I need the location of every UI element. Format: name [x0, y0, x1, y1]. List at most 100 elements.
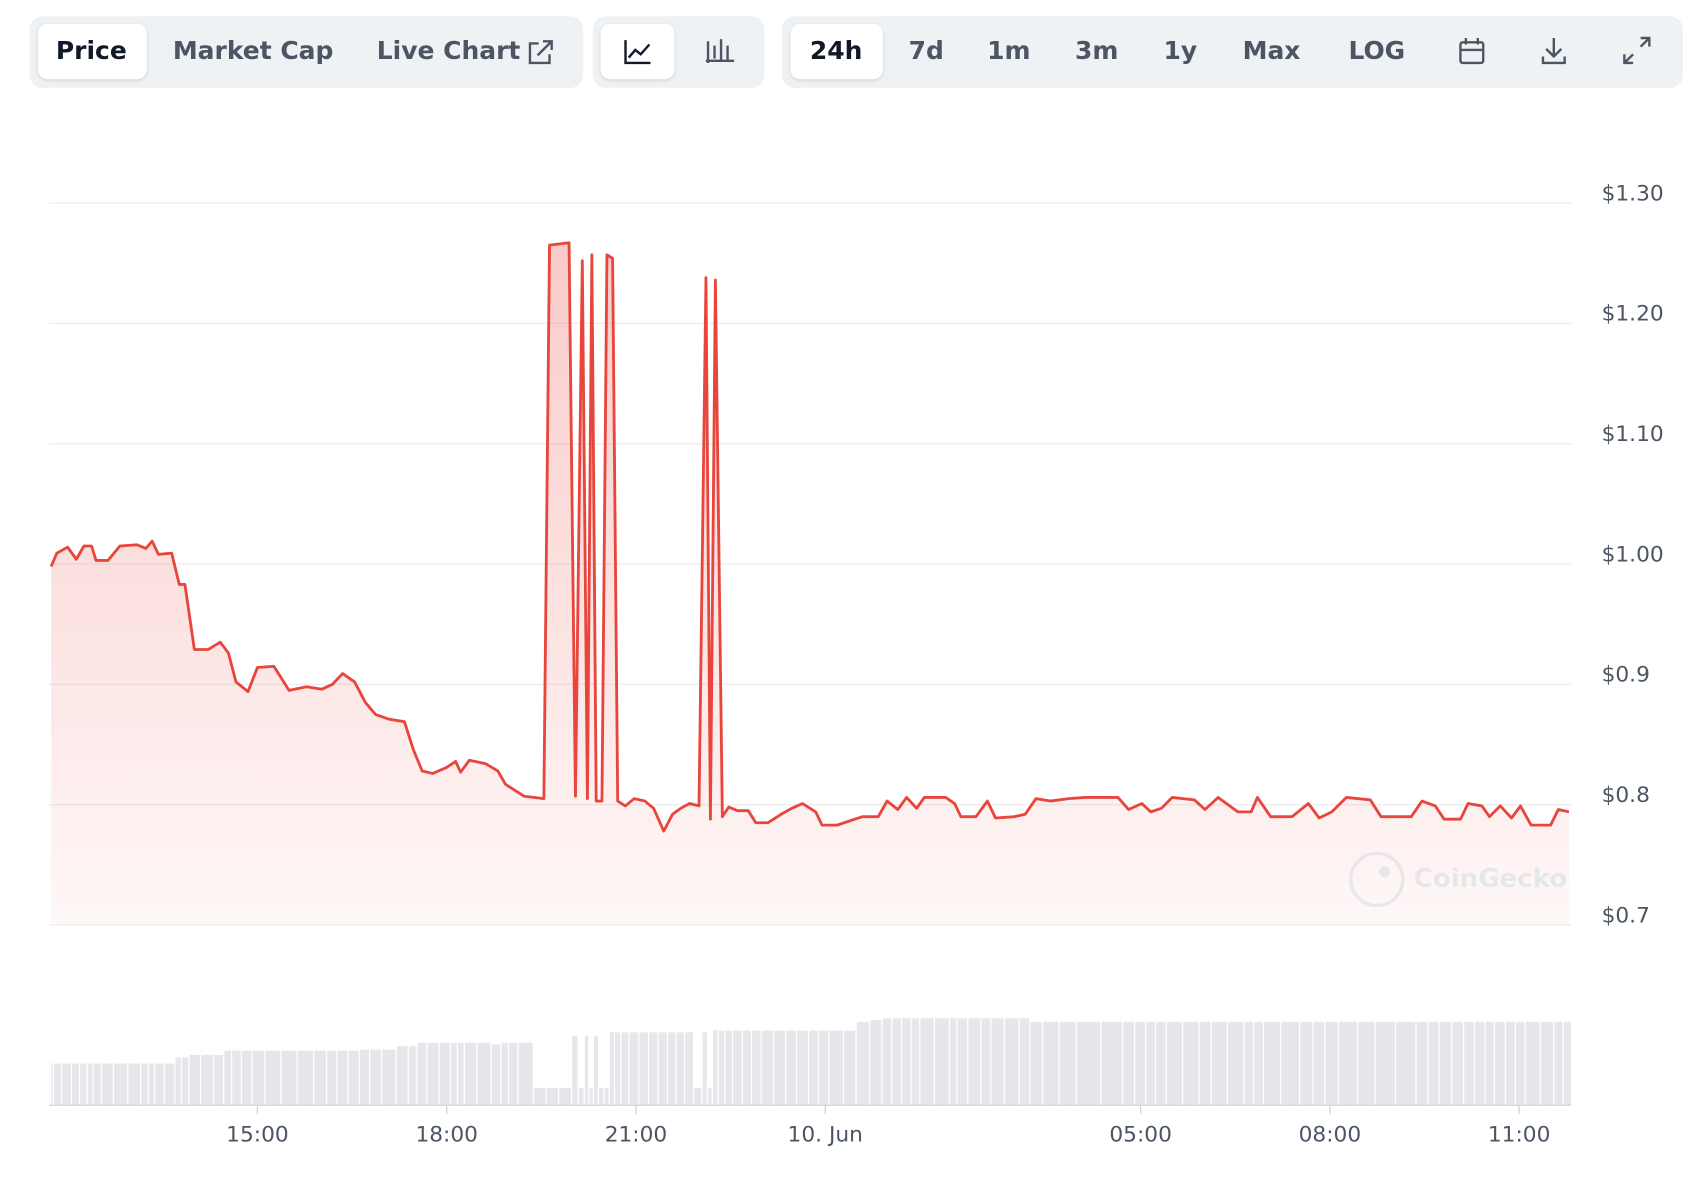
volume-bar [594, 1035, 598, 1106]
download-button[interactable] [1541, 38, 1566, 65]
volume-bar [175, 1057, 181, 1106]
volume-bar [1375, 1021, 1395, 1106]
volume-bar [62, 1063, 71, 1106]
volume-bar [1416, 1021, 1428, 1106]
active-tab [38, 23, 147, 80]
volume-bar [165, 1063, 175, 1106]
volume-bar [1076, 1021, 1101, 1106]
volume-bar [1043, 1021, 1059, 1106]
volume-bar [761, 1030, 774, 1106]
tab-button[interactable]: Live Chart [377, 36, 521, 65]
volume-bar [1505, 1021, 1515, 1106]
volume-bar [1339, 1021, 1357, 1106]
volume-bar [1156, 1021, 1166, 1106]
volume-bar [708, 1087, 712, 1106]
y-tick-label: $1.20 [1602, 302, 1664, 327]
tab-button[interactable]: Price [56, 36, 127, 65]
volume-bar [1263, 1021, 1281, 1106]
range-button[interactable]: 7d [909, 36, 944, 65]
volume-bar [818, 1030, 829, 1106]
volume-bar [1228, 1021, 1244, 1106]
volume-bar [518, 1042, 533, 1106]
range-button[interactable]: Max [1243, 36, 1301, 65]
volume-bar [1183, 1021, 1199, 1106]
volume-bar [797, 1030, 808, 1106]
range-button[interactable]: LOG [1348, 36, 1405, 65]
volume-bar [968, 1018, 981, 1106]
range-button[interactable]: 1y [1163, 36, 1197, 65]
volume-bar [113, 1063, 128, 1106]
volume-bar [509, 1042, 518, 1106]
volume-bar [920, 1018, 934, 1106]
volume-bar [1005, 1018, 1019, 1106]
volume-bar [1135, 1021, 1146, 1106]
price-area [51, 242, 1570, 926]
volume-bar [774, 1030, 786, 1106]
calendar-button[interactable] [1459, 38, 1485, 65]
fullscreen-button[interactable] [1623, 36, 1651, 65]
volume-bar [242, 1050, 252, 1106]
x-tick-label: 08:00 [1299, 1123, 1362, 1148]
volume-bar [1452, 1021, 1463, 1106]
volume-bar [694, 1087, 702, 1106]
volume-bar [609, 1032, 614, 1106]
range-group [781, 16, 1683, 88]
range-button[interactable]: 1m [987, 36, 1030, 65]
volume-bar [1166, 1021, 1182, 1106]
volume-bar [702, 1032, 707, 1106]
volume-bar [844, 1030, 856, 1106]
volume-bar [427, 1042, 439, 1106]
volume-bar [829, 1030, 843, 1106]
volume-bar [1396, 1021, 1416, 1106]
range-button[interactable]: 3m [1075, 36, 1118, 65]
volume-bar [252, 1050, 265, 1106]
y-tick-label: $1.10 [1602, 422, 1664, 447]
volume-bar [733, 1030, 742, 1106]
watermark: CoinGecko [1414, 864, 1567, 894]
volume-bar [578, 1087, 584, 1106]
tab-button[interactable]: Market Cap [173, 36, 334, 65]
volume-bar [297, 1050, 313, 1106]
volume-bar [658, 1032, 667, 1106]
volume-bar [80, 1063, 87, 1106]
volume-bar [981, 1018, 991, 1106]
volume-bar [752, 1030, 761, 1106]
range-button[interactable]: 24h [810, 36, 863, 65]
volume-bar [281, 1050, 297, 1106]
x-tick-label: 10. Jun [788, 1123, 863, 1148]
volume-bar [856, 1021, 870, 1106]
volume-bar [1439, 1021, 1451, 1106]
line-chart-button[interactable] [624, 40, 651, 65]
volume-bar [1428, 1021, 1439, 1106]
volume-bar [1101, 1021, 1123, 1106]
active-range [790, 23, 883, 80]
volume-bar [465, 1042, 477, 1106]
volume-bar [1485, 1021, 1494, 1106]
volume-bar [1563, 1021, 1571, 1106]
volume-bar [71, 1063, 79, 1106]
x-tick-label: 11:00 [1488, 1123, 1551, 1148]
x-tick-label: 15:00 [226, 1123, 289, 1148]
volume-bar [572, 1035, 578, 1106]
volume-bar [559, 1087, 571, 1106]
volume-bar [224, 1050, 231, 1106]
volume-bar [491, 1044, 501, 1106]
x-tick-label: 21:00 [605, 1123, 668, 1148]
volume-bar [451, 1042, 457, 1106]
volume-bar [1059, 1021, 1076, 1106]
volume-bar [128, 1063, 141, 1106]
volume-bar [189, 1054, 201, 1106]
tab-group [29, 16, 584, 88]
volume-bar [1540, 1021, 1554, 1106]
volume-bar [599, 1087, 604, 1106]
y-tick-label: $0.7 [1602, 903, 1650, 928]
volume-bar [629, 1032, 639, 1106]
volume-bar [584, 1035, 589, 1106]
candle-chart-button[interactable] [705, 39, 735, 63]
volume-bar [892, 1018, 901, 1106]
volume-bar [1030, 1021, 1042, 1106]
volume-bar [685, 1032, 694, 1106]
volume-bar [1211, 1021, 1227, 1106]
